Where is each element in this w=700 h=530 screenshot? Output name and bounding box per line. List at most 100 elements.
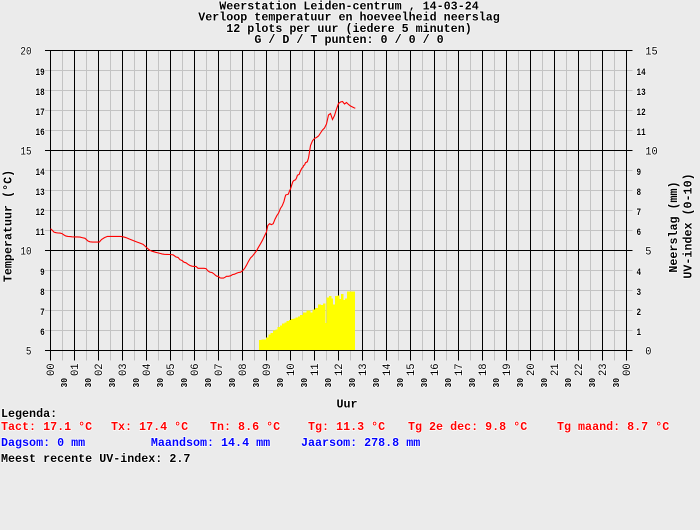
svg-text:17: 17	[454, 363, 466, 376]
svg-text:00: 00	[622, 363, 634, 376]
svg-text:13: 13	[637, 88, 646, 99]
svg-text:19: 19	[502, 363, 514, 376]
svg-text:30: 30	[467, 378, 478, 388]
svg-text:16: 16	[430, 363, 442, 376]
svg-text:05: 05	[166, 363, 178, 376]
svg-text:Neerslag (mm): Neerslag (mm)	[667, 181, 681, 272]
svg-text:23: 23	[598, 363, 610, 376]
svg-text:21: 21	[550, 363, 562, 376]
svg-text:G / D / T punten: 0 / 0 / 0: G / D / T punten: 0 / 0 / 0	[254, 33, 443, 47]
svg-text:30: 30	[323, 378, 334, 388]
svg-text:30: 30	[491, 378, 502, 388]
svg-text:Temperatuur (°C): Temperatuur (°C)	[2, 170, 16, 282]
svg-text:Tg maand: 8.7 °C: Tg maand: 8.7 °C	[557, 420, 669, 434]
svg-text:30: 30	[203, 378, 214, 388]
svg-text:Tn: 8.6 °C: Tn: 8.6 °C	[210, 420, 280, 434]
svg-text:30: 30	[155, 378, 166, 388]
svg-text:4: 4	[637, 268, 642, 279]
svg-text:1: 1	[637, 328, 642, 339]
svg-text:13: 13	[358, 363, 370, 376]
svg-text:30: 30	[299, 378, 310, 388]
svg-text:10: 10	[20, 247, 31, 259]
svg-text:8: 8	[40, 288, 45, 299]
svg-text:30: 30	[539, 378, 550, 388]
svg-text:30: 30	[59, 378, 70, 388]
svg-text:10: 10	[286, 363, 298, 376]
svg-text:30: 30	[131, 378, 142, 388]
svg-text:11: 11	[310, 363, 322, 376]
svg-text:8: 8	[637, 188, 642, 199]
svg-text:07: 07	[214, 363, 226, 376]
svg-text:Meest recente UV-index: 2.7: Meest recente UV-index: 2.7	[1, 452, 190, 466]
svg-text:Tg: 11.3 °C: Tg: 11.3 °C	[308, 420, 385, 434]
svg-text:9: 9	[40, 268, 45, 279]
svg-text:03: 03	[118, 363, 130, 376]
svg-text:6: 6	[40, 328, 45, 339]
svg-text:30: 30	[587, 378, 598, 388]
svg-text:17: 17	[36, 108, 45, 119]
svg-text:00: 00	[46, 363, 58, 376]
svg-text:30: 30	[227, 378, 238, 388]
svg-text:6: 6	[637, 228, 642, 239]
svg-text:14: 14	[382, 363, 394, 376]
svg-text:30: 30	[371, 378, 382, 388]
svg-text:19: 19	[36, 68, 45, 79]
svg-text:11: 11	[637, 128, 646, 139]
svg-text:04: 04	[142, 363, 154, 376]
svg-text:30: 30	[83, 378, 94, 388]
svg-text:20: 20	[20, 47, 31, 59]
svg-text:08: 08	[238, 363, 250, 376]
svg-text:12: 12	[36, 208, 45, 219]
svg-text:15: 15	[406, 363, 418, 376]
svg-text:Verloop temperatuur en hoeveel: Verloop temperatuur en hoeveelheid neers…	[198, 11, 500, 25]
svg-text:15: 15	[20, 147, 31, 159]
svg-text:06: 06	[190, 363, 202, 376]
svg-text:Uur: Uur	[336, 398, 357, 412]
svg-text:30: 30	[395, 378, 406, 388]
svg-text:09: 09	[262, 363, 274, 376]
svg-text:30: 30	[611, 378, 622, 388]
svg-text:Tx: 17.4 °C: Tx: 17.4 °C	[111, 420, 188, 434]
svg-text:Weerstation Leiden-centrum , 1: Weerstation Leiden-centrum , 14-03-24	[219, 0, 479, 14]
svg-text:13: 13	[36, 188, 45, 199]
svg-text:30: 30	[347, 378, 358, 388]
svg-text:15: 15	[645, 47, 657, 59]
svg-text:30: 30	[419, 378, 430, 388]
svg-text:7: 7	[40, 308, 45, 319]
svg-text:Maandsom: 14.4 mm: Maandsom: 14.4 mm	[151, 436, 270, 450]
svg-text:16: 16	[36, 128, 45, 139]
svg-text:14: 14	[36, 168, 45, 179]
svg-text:22: 22	[574, 363, 586, 376]
svg-text:30: 30	[515, 378, 526, 388]
svg-text:2: 2	[637, 308, 642, 319]
svg-text:12 plots per uur (iedere 5 min: 12 plots per uur (iedere 5 minuten)	[226, 22, 471, 36]
svg-text:02: 02	[94, 363, 106, 376]
svg-text:5: 5	[26, 347, 32, 359]
svg-text:20: 20	[526, 363, 538, 376]
svg-text:11: 11	[36, 228, 45, 239]
svg-text:30: 30	[107, 378, 118, 388]
svg-text:10: 10	[645, 147, 657, 159]
svg-text:0: 0	[645, 347, 651, 359]
svg-text:14: 14	[637, 68, 646, 79]
svg-text:Jaarsom: 278.8 mm: Jaarsom: 278.8 mm	[301, 436, 420, 450]
svg-text:Legenda:: Legenda:	[1, 407, 57, 421]
svg-text:3: 3	[637, 288, 642, 299]
svg-text:12: 12	[637, 108, 646, 119]
svg-text:UV-index (0-10): UV-index (0-10)	[682, 173, 696, 278]
svg-text:7: 7	[637, 208, 642, 219]
svg-text:18: 18	[478, 363, 490, 376]
svg-text:01: 01	[70, 363, 82, 376]
svg-text:12: 12	[334, 363, 346, 376]
svg-text:30: 30	[443, 378, 454, 388]
svg-text:Tg 2e dec: 9.8 °C: Tg 2e dec: 9.8 °C	[408, 420, 527, 434]
svg-text:30: 30	[563, 378, 574, 388]
svg-text:18: 18	[36, 88, 45, 99]
svg-text:5: 5	[645, 247, 651, 259]
svg-text:Dagsom: 0 mm: Dagsom: 0 mm	[1, 436, 85, 450]
svg-text:Tact: 17.1 °C: Tact: 17.1 °C	[1, 420, 92, 434]
svg-text:9: 9	[637, 168, 642, 179]
svg-text:30: 30	[275, 378, 286, 388]
svg-text:30: 30	[251, 378, 262, 388]
svg-text:30: 30	[179, 378, 190, 388]
